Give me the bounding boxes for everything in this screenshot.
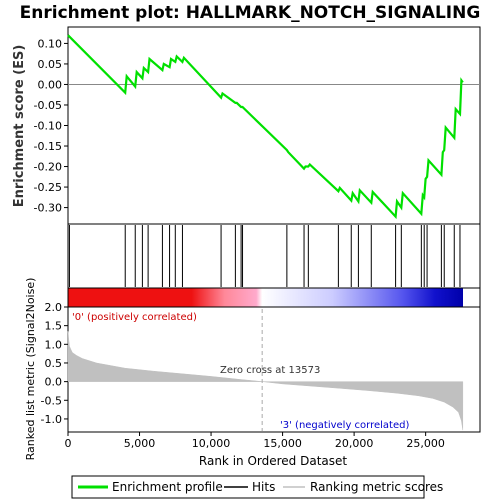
x-axis-label: Rank in Ordered Dataset (199, 454, 347, 468)
es-panel-frame (67, 26, 481, 225)
chart-title: Enrichment plot: HALLMARK_NOTCH_SIGNALIN… (20, 3, 481, 23)
metric-y-tick-label: 0.5 (45, 357, 63, 370)
negative-correlation-label: '3' (negatively correlated) (280, 420, 409, 431)
hit-markers (68, 225, 461, 287)
legend-metric-label: Ranking metric scores (310, 480, 443, 494)
legend: Enrichment profile Hits Ranking metric s… (71, 475, 443, 499)
positive-correlation-label: '0' (positively correlated) (72, 312, 197, 323)
metric-y-tick-label: 2.0 (45, 301, 63, 314)
metric-x-axis: 0 5,000 10,000 15,000 20,000 25,000 (65, 432, 445, 450)
es-y-axis-label: Enrichment score (ES) (12, 45, 27, 208)
ranking-metric-series (67, 331, 464, 431)
x-tick-label: 10,000 (192, 437, 231, 450)
es-y-tick-label: -0.15 (34, 140, 62, 153)
metric-y-axis: 2.0 1.5 1.0 0.5 0.0 -0.5 -1.0 (41, 301, 68, 426)
enrichment-profile-series (67, 34, 464, 220)
es-y-tick-label: 0.05 (38, 58, 63, 71)
es-y-tick-label: -0.10 (34, 120, 62, 133)
metric-y-tick-label: 1.0 (45, 338, 63, 351)
es-y-tick-label: -0.25 (34, 181, 62, 194)
ranking-metric-area (67, 331, 464, 431)
metric-y-tick-label: -0.5 (41, 394, 62, 407)
es-y-axis: 0.10 0.05 0.00 -0.05 -0.10 -0.15 -0.20 -0.25 -0.… (34, 37, 68, 215)
es-y-tick-label: -0.30 (34, 202, 62, 215)
zero-cross-label: Zero cross at 13573 (220, 365, 320, 376)
colorbar-strip (67, 287, 481, 308)
enrichment-profile-line (67, 34, 464, 220)
es-y-tick-label: -0.20 (34, 161, 62, 174)
metric-y-tick-label: -1.0 (41, 413, 62, 426)
metric-y-tick-label: 0.0 (45, 376, 63, 389)
legend-enrichment-label: Enrichment profile (112, 480, 223, 494)
hits-panel-frame (67, 223, 481, 289)
ranking-colorbar (67, 287, 481, 308)
x-tick-label: 0 (65, 437, 72, 450)
metric-y-axis-label: Ranked list metric (Signal2Noise) (24, 278, 37, 461)
metric-y-tick-label: 1.5 (45, 320, 63, 333)
es-y-tick-label: 0.10 (38, 37, 63, 50)
legend-hits-label: Hits (252, 480, 275, 494)
x-tick-label: 20,000 (335, 437, 374, 450)
es-y-tick-label: -0.05 (34, 99, 62, 112)
x-tick-label: 25,000 (406, 437, 445, 450)
x-tick-label: 15,000 (263, 437, 302, 450)
x-tick-label: 5,000 (124, 437, 156, 450)
es-y-tick-label: 0.00 (38, 78, 63, 91)
